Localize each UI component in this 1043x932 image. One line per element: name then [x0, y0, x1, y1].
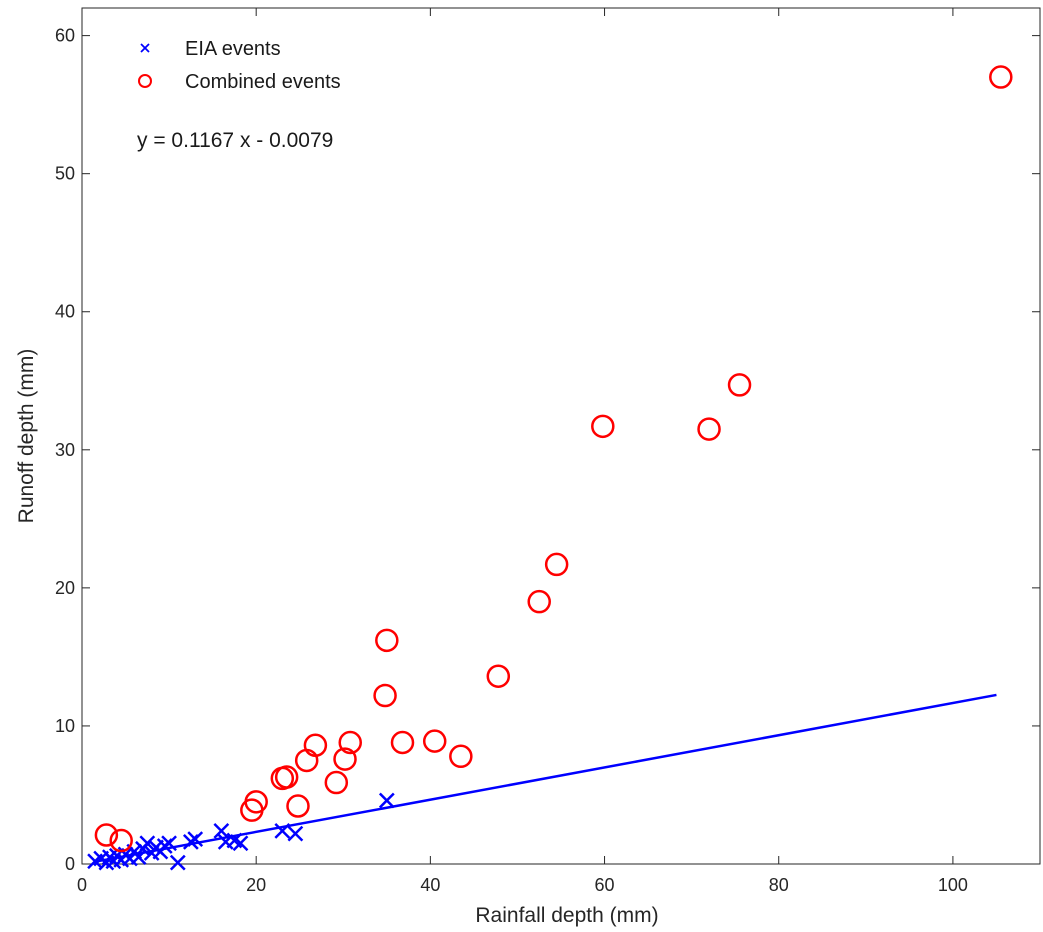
combined-event-point — [375, 628, 399, 653]
eia-event-point — [139, 835, 156, 852]
fit-line — [94, 693, 997, 863]
eia-event-point — [161, 835, 177, 852]
combined-event-point — [244, 790, 268, 814]
plot-area — [81, 7, 1041, 865]
y-tick-label: 20 — [55, 578, 75, 598]
x-tick-label: 40 — [420, 875, 440, 895]
y-tick-label: 30 — [55, 440, 75, 460]
eia-event-point — [130, 849, 147, 865]
x-tick-label: 80 — [769, 875, 789, 895]
eia-event-point — [213, 822, 230, 839]
combined-event-point — [591, 414, 615, 439]
legend-combined-marker — [138, 74, 152, 88]
eia-event-point — [287, 825, 304, 842]
legend-eia-marker — [140, 43, 150, 53]
combined-event-point — [422, 729, 447, 753]
combined-event-point — [109, 828, 133, 853]
axis-ticks: 0 20 40 60 80 100 0 10 20 30 40 50 60 — [55, 8, 1040, 895]
eia-event-point — [274, 822, 291, 839]
legend: EIA events Combined events — [138, 38, 341, 93]
legend-combined-label: Combined events — [185, 71, 341, 93]
x-tick-label: 60 — [595, 875, 615, 895]
combined-event-point — [324, 770, 349, 795]
combined-events-layer — [94, 65, 1013, 853]
y-tick-label: 0 — [65, 854, 75, 874]
y-tick-label: 50 — [55, 164, 75, 184]
combined-event-point — [486, 664, 511, 688]
combined-event-point — [94, 823, 119, 847]
combined-event-point — [989, 65, 1013, 89]
combined-event-point — [527, 589, 551, 614]
y-tick-label: 60 — [55, 26, 75, 46]
combined-event-point — [697, 417, 721, 441]
eia-event-point — [169, 854, 186, 871]
combined-event-point — [333, 747, 357, 771]
fit-line-layer — [94, 693, 997, 863]
legend-eia-label: EIA events — [185, 38, 281, 60]
regression-equation: y = 0.1167 x - 0.0079 — [137, 129, 333, 152]
combined-event-point — [303, 733, 328, 758]
combined-event-point — [274, 765, 299, 789]
y-tick-label: 40 — [55, 302, 75, 322]
combined-event-point — [390, 730, 415, 755]
combined-event-point — [449, 744, 473, 769]
x-tick-label: 20 — [246, 875, 266, 895]
eia-event-point — [232, 835, 249, 852]
x-axis-label: Rainfall depth (mm) — [475, 904, 658, 927]
combined-event-point — [544, 552, 569, 577]
y-tick-label: 10 — [55, 716, 75, 736]
x-tick-label: 100 — [938, 875, 968, 895]
combined-event-point — [727, 373, 752, 397]
y-axis-label: Runoff depth (mm) — [15, 349, 38, 524]
eia-event-point — [378, 792, 395, 809]
combined-event-point — [286, 794, 310, 818]
x-tick-label: 0 — [77, 875, 87, 895]
eia-events-layer — [87, 792, 395, 871]
eia-event-point — [187, 831, 204, 848]
combined-event-point — [338, 730, 362, 755]
combined-event-point — [373, 683, 397, 708]
